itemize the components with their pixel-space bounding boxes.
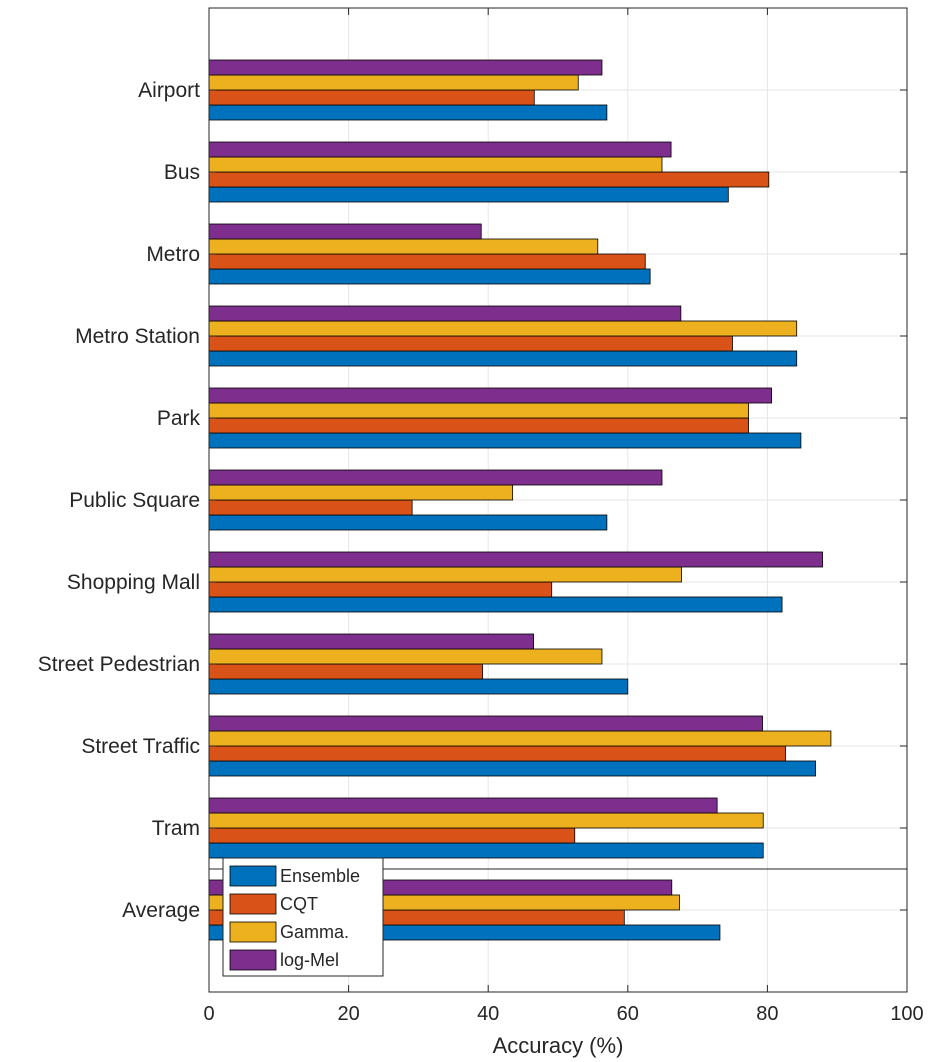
y-tick-label: Public Square: [69, 489, 200, 512]
y-tick-label: Average: [122, 899, 200, 922]
bar-cqt-park: [208, 417, 749, 434]
y-tick-label: Shopping Mall: [67, 571, 200, 594]
bar-log-mel-park: [208, 387, 772, 404]
legend-label: Ensemble: [280, 866, 360, 886]
x-tick-label: 20: [337, 1003, 359, 1025]
legend-swatch: [229, 865, 277, 887]
bar-cqt-public-square: [208, 499, 413, 516]
bar-ensemble-tram: [208, 842, 764, 859]
bar-ensemble-metro: [208, 268, 651, 285]
bar-ensemble-bus: [208, 186, 729, 203]
x-tick-label: 100: [890, 1003, 923, 1025]
y-tick-label: Bus: [164, 161, 200, 184]
bar-cqt-tram: [208, 827, 576, 844]
y-tick-label: Park: [157, 407, 201, 430]
y-tick-label: Airport: [138, 79, 200, 102]
bar-cqt-street-pedestrian: [208, 663, 484, 680]
bar-cqt-shopping-mall: [208, 581, 553, 598]
x-axis-tick-labels: 0 20 40 60 80 100: [203, 1003, 923, 1025]
legend: Ensemble CQT Gamma. log-Mel: [222, 857, 384, 977]
bar-cqt-street-traffic: [208, 745, 786, 762]
bar-ensemble-street-pedestrian: [208, 678, 629, 695]
bar-gamma-metro: [208, 238, 599, 255]
bar-log-mel-airport: [208, 59, 603, 76]
bar-log-mel-bus: [208, 141, 672, 158]
bar-cqt-bus: [208, 171, 770, 188]
x-tick-label: 60: [617, 1003, 639, 1025]
bar-cqt-metro-station: [208, 335, 733, 352]
bar-cqt-metro: [208, 253, 646, 270]
bar-gamma-metro-station: [208, 320, 798, 337]
bar-ensemble-metro-station: [208, 350, 798, 367]
bar-ensemble-airport: [208, 104, 608, 121]
bar-log-mel-tram: [208, 797, 718, 814]
bar-gamma-bus: [208, 156, 663, 173]
x-tick-label: 0: [203, 1003, 214, 1025]
bar-ensemble-public-square: [208, 514, 608, 531]
bar-gamma-public-square: [208, 484, 514, 501]
legend-label: Gamma.: [280, 922, 349, 942]
y-tick-label: Street Pedestrian: [38, 653, 200, 676]
bar-log-mel-public-square: [208, 469, 663, 486]
legend-swatch: [229, 949, 277, 971]
bar-cqt-airport: [208, 89, 535, 106]
legend-swatch: [229, 921, 277, 943]
bar-log-mel-street-traffic: [208, 715, 763, 732]
bar-log-mel-metro-station: [208, 305, 682, 322]
y-axis-labels: Airport Bus Metro Metro Station Park Public S…: [38, 79, 201, 922]
bar-log-mel-shopping-mall: [208, 551, 823, 568]
bar-ensemble-shopping-mall: [208, 596, 783, 613]
x-tick-label: 80: [756, 1003, 778, 1025]
y-tick-label: Metro: [146, 243, 200, 266]
bar-gamma-airport: [208, 74, 579, 91]
x-axis-title: Accuracy (%): [493, 1033, 624, 1058]
bar-gamma-street-traffic: [208, 730, 832, 747]
axis-ticks: [208, 8, 908, 992]
y-tick-label: Metro Station: [75, 325, 200, 348]
legend-label: CQT: [280, 894, 318, 914]
bar-ensemble-park: [208, 432, 802, 449]
legend-label: log-Mel: [280, 950, 339, 970]
bar-gamma-shopping-mall: [208, 566, 682, 583]
x-tick-label: 40: [477, 1003, 499, 1025]
y-tick-label: Street Traffic: [81, 735, 200, 758]
y-tick-label: Tram: [152, 817, 200, 840]
bar-log-mel-metro: [208, 223, 482, 240]
bar-ensemble-street-traffic: [208, 760, 816, 777]
bar-gamma-tram: [208, 812, 764, 829]
legend-swatch: [229, 893, 277, 915]
bar-log-mel-street-pedestrian: [208, 633, 534, 650]
bar-gamma-park: [208, 402, 749, 419]
bar-gamma-street-pedestrian: [208, 648, 603, 665]
